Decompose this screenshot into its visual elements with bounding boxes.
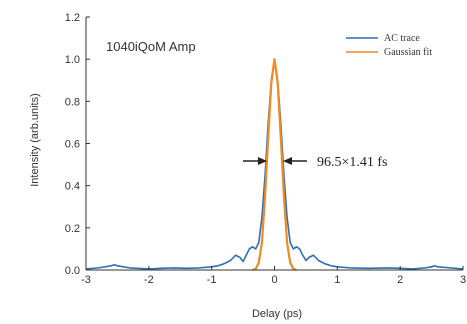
y-axis-ticks: 0.0 0.2 0.4 0.6 0.8 1.0 1.2 — [65, 12, 90, 277]
fwhm-annotation: 96.5×1.41 fs — [317, 155, 388, 170]
x-tick-label: 1 — [334, 274, 340, 286]
x-tick-label: 3 — [460, 274, 466, 286]
legend: AC trace Gaussian fit — [346, 33, 432, 58]
x-tick-label: 2 — [397, 274, 403, 286]
x-tick-label: -2 — [144, 274, 154, 286]
x-tick-label: -1 — [207, 274, 217, 286]
y-tick-label: 1.0 — [65, 54, 80, 66]
y-axis-title: Intensity (arb.units) — [29, 93, 41, 187]
y-tick-label: 0.8 — [65, 96, 80, 108]
x-tick-label: 0 — [271, 274, 277, 286]
legend-label-gaussian-fit: Gaussian fit — [384, 47, 432, 58]
fwhm-arrowhead-left — [258, 157, 267, 165]
fwhm-arrowhead-right — [283, 157, 292, 165]
y-tick-label: 1.2 — [65, 12, 80, 24]
x-tick-label: -3 — [81, 274, 91, 286]
fwhm-marker: 96.5×1.41 fs — [243, 155, 388, 170]
series-layer — [85, 58, 464, 272]
y-tick-label: 0.0 — [65, 265, 80, 277]
y-tick-label: 0.4 — [65, 181, 80, 193]
x-axis-title: Delay (ps) — [252, 308, 302, 320]
series-line-gaussian-fit — [252, 58, 297, 272]
y-tick-label: 0.2 — [65, 223, 80, 235]
legend-label-ac-trace: AC trace — [384, 33, 420, 44]
y-tick-label: 0.6 — [65, 139, 80, 151]
chart-title: 1040iQoM Amp — [106, 39, 196, 54]
plot-area: -3 -2 -1 0 1 2 3 0.0 0.2 0.4 0.6 0.8 1.0 1.2 — [65, 12, 466, 286]
x-axis-ticks: -3 -2 -1 0 1 2 3 — [81, 266, 466, 286]
